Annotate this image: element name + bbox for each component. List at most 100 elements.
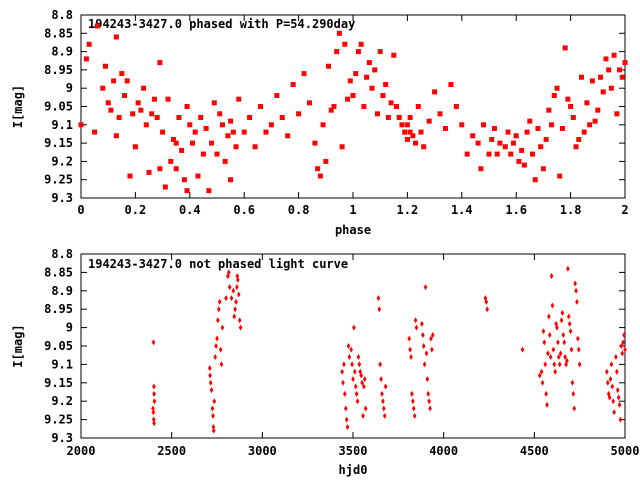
data-point xyxy=(94,23,100,29)
data-point xyxy=(453,104,459,109)
data-point xyxy=(508,151,514,157)
data-point xyxy=(532,177,538,183)
data-point xyxy=(116,114,122,120)
data-point xyxy=(252,144,258,150)
data-point xyxy=(481,122,487,128)
x-tick-label: 0 xyxy=(77,203,84,217)
data-point xyxy=(105,100,111,106)
data-point xyxy=(513,133,519,139)
data-point xyxy=(152,390,156,397)
data-point xyxy=(317,173,323,179)
data-point xyxy=(576,346,581,353)
y-tick-label: 8.8 xyxy=(51,247,73,261)
data-point xyxy=(483,295,488,302)
data-point xyxy=(622,60,628,66)
data-point xyxy=(229,295,234,302)
x-tick-label: 0.6 xyxy=(233,203,255,217)
data-point xyxy=(236,96,242,102)
data-point xyxy=(208,379,213,386)
data-point xyxy=(151,405,155,412)
data-point xyxy=(432,89,438,95)
data-point xyxy=(475,140,481,146)
data-point xyxy=(216,317,220,324)
data-point xyxy=(489,136,495,142)
data-point xyxy=(421,343,426,349)
data-point xyxy=(362,376,367,383)
data-point xyxy=(621,339,625,346)
data-point xyxy=(108,107,114,113)
data-point xyxy=(557,354,561,361)
data-point xyxy=(380,93,386,99)
data-point xyxy=(569,346,574,353)
data-point xyxy=(425,376,430,383)
data-point xyxy=(554,85,560,91)
data-point xyxy=(113,133,119,139)
data-point xyxy=(615,387,620,394)
y-tick-label: 8.9 xyxy=(51,45,73,59)
x-tick-label: 1.4 xyxy=(451,203,473,217)
data-point xyxy=(559,317,564,324)
data-point xyxy=(382,412,387,419)
data-point xyxy=(376,295,381,302)
data-point xyxy=(179,147,185,153)
data-point xyxy=(497,140,503,146)
data-point xyxy=(230,129,236,135)
x-tick-label: 3000 xyxy=(248,444,277,458)
x-tick-label: 2500 xyxy=(157,444,186,458)
plot-frame xyxy=(80,253,626,439)
y-tick-label: 8.95 xyxy=(44,63,73,77)
data-point xyxy=(408,346,412,353)
data-point xyxy=(235,284,239,291)
y-tick-label: 9.3 xyxy=(51,191,73,205)
data-point xyxy=(209,387,214,394)
data-point xyxy=(226,269,231,276)
data-point xyxy=(339,144,345,150)
data-point xyxy=(258,104,264,109)
data-point xyxy=(404,136,410,142)
data-point xyxy=(210,405,215,412)
data-point xyxy=(573,280,577,287)
data-point xyxy=(151,96,157,102)
data-point xyxy=(570,114,576,120)
data-point xyxy=(410,133,416,139)
data-point xyxy=(328,107,334,113)
data-point xyxy=(203,125,209,131)
data-point xyxy=(222,158,228,164)
data-point xyxy=(407,114,413,120)
data-point xyxy=(516,158,522,164)
y-tick-label: 8.85 xyxy=(44,265,73,279)
data-point xyxy=(377,306,382,313)
data-point xyxy=(212,398,217,405)
data-point xyxy=(521,162,527,168)
data-point xyxy=(354,390,359,397)
data-point xyxy=(396,114,402,120)
chart-title: 194243-3427.0 not phased light curve xyxy=(88,257,348,271)
data-point xyxy=(535,125,541,131)
data-point xyxy=(614,111,620,117)
data-point xyxy=(411,405,416,412)
data-point xyxy=(551,346,556,353)
data-point xyxy=(343,405,348,412)
data-point xyxy=(448,82,454,88)
data-point xyxy=(135,100,141,106)
data-point xyxy=(560,309,565,316)
data-point xyxy=(619,74,625,80)
x-tick-label: 0.8 xyxy=(288,203,310,217)
data-point xyxy=(544,390,548,397)
data-point xyxy=(407,129,413,135)
x-tick-label: 2 xyxy=(621,203,628,217)
data-point xyxy=(146,169,152,175)
data-point xyxy=(170,136,176,142)
data-point xyxy=(353,71,359,77)
data-point xyxy=(195,173,201,179)
data-point xyxy=(236,276,240,283)
data-point xyxy=(347,78,353,84)
y-tick-label: 8.9 xyxy=(51,284,73,298)
data-point xyxy=(154,114,160,120)
data-point xyxy=(217,306,221,313)
data-point xyxy=(102,63,108,69)
data-point xyxy=(592,118,598,124)
data-point xyxy=(151,409,156,416)
x-axis-label: hjd0 xyxy=(339,463,368,477)
